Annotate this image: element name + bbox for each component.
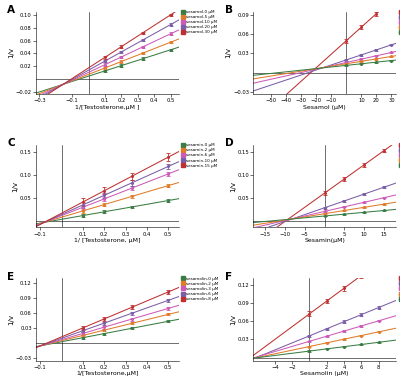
Text: F: F [224,272,232,282]
X-axis label: Sesamolin (μM): Sesamolin (μM) [300,371,349,376]
Legend: testosterone-2 μM, testosterone-10 μM, testosterone-35 μM, testosterone-75 μM, t: testosterone-2 μM, testosterone-10 μM, t… [399,10,400,34]
Text: A: A [8,5,16,15]
Y-axis label: 1/v: 1/v [230,181,236,192]
X-axis label: Sesamin(μM): Sesamin(μM) [304,238,345,243]
Legend: testosterone-2 μM, testosterone-10 μM, testosterone-35 μM, testosterone-75 μM, t: testosterone-2 μM, testosterone-10 μM, t… [399,277,400,301]
X-axis label: 1/ [Testosterone, μM]: 1/ [Testosterone, μM] [74,238,141,243]
Legend: sesamolin-0 μM, sesamolin-2 μM, sesamolin-3 μM, sesamolin-6 μM, sesamolin-8 μM: sesamolin-0 μM, sesamolin-2 μM, sesamoli… [182,277,218,301]
Legend: sesamin-0 μM, sesamin-2 μM, sesamin-6 μM, sesamin-10 μM, sesamin-15 μM: sesamin-0 μM, sesamin-2 μM, sesamin-6 μM… [182,144,218,168]
Legend: sesamol-0 μM, sesamol-5 μM, sesamol-10 μM, sesamol-20 μM, sesamol-30 μM: sesamol-0 μM, sesamol-5 μM, sesamol-10 μ… [182,10,218,34]
Y-axis label: 1/v: 1/v [226,47,232,58]
Legend: testosterone-2 μM, testosterone-10 μM, testosterone-35 μM, testosterone-75 μM, t: testosterone-2 μM, testosterone-10 μM, t… [399,144,400,168]
X-axis label: 1/[Testosterone,μM ]: 1/[Testosterone,μM ] [75,104,140,109]
Y-axis label: 1/v: 1/v [8,47,14,58]
X-axis label: Sesamol (μM): Sesamol (μM) [303,104,346,109]
Y-axis label: 1/v: 1/v [13,181,19,192]
Text: E: E [8,272,14,282]
Text: B: B [224,5,232,15]
Text: C: C [8,139,15,149]
Y-axis label: 1/v: 1/v [230,314,236,325]
Text: D: D [224,139,233,149]
X-axis label: 1/[Testosterone,μM]: 1/[Testosterone,μM] [76,371,139,376]
Y-axis label: 1/v: 1/v [8,314,14,325]
